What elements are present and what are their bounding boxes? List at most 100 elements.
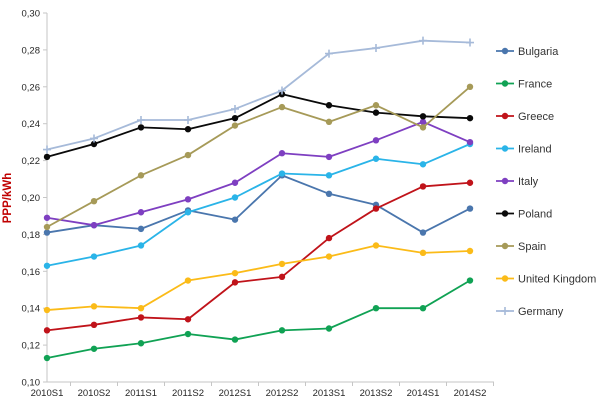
data-point-marker bbox=[278, 327, 286, 334]
x-tick-label: 2012S2 bbox=[266, 388, 299, 399]
data-point-marker bbox=[137, 314, 145, 321]
legend-label: Germany bbox=[518, 306, 564, 318]
y-tick-label: 0,18 bbox=[22, 230, 41, 241]
legend-item-italy: Italy bbox=[496, 176, 539, 188]
data-point-marker bbox=[231, 194, 239, 201]
data-point-marker bbox=[231, 114, 239, 122]
y-axis-ticks: 0,10 0,12 0,14 0,16 0,18 0,20 0,22 0,24 0,26 0,28… bbox=[22, 9, 47, 389]
data-point-marker bbox=[184, 151, 192, 159]
data-point-marker bbox=[137, 116, 145, 125]
data-point-marker bbox=[419, 305, 427, 312]
legend-item-greece: Greece bbox=[496, 111, 554, 123]
data-point-marker bbox=[325, 49, 333, 58]
legend-marker bbox=[501, 47, 509, 55]
data-point-marker bbox=[325, 253, 333, 260]
x-tick-label: 2014S2 bbox=[454, 388, 487, 399]
legend-item-ireland: Ireland bbox=[496, 144, 552, 156]
legend-marker bbox=[501, 80, 509, 87]
legend-item-germany: Germany bbox=[496, 306, 564, 318]
series-germany bbox=[43, 36, 474, 154]
data-point-marker bbox=[466, 247, 474, 255]
y-tick-label: 0,22 bbox=[22, 156, 41, 167]
y-tick-label: 0,26 bbox=[22, 82, 41, 93]
data-point-marker bbox=[137, 242, 145, 249]
legend-item-france: France bbox=[496, 79, 552, 91]
legend-item-spain: Spain bbox=[496, 241, 546, 253]
data-point-marker bbox=[43, 223, 51, 231]
data-point-marker bbox=[325, 190, 333, 198]
data-point-marker bbox=[419, 36, 427, 45]
data-point-marker bbox=[419, 183, 427, 190]
data-point-marker bbox=[184, 196, 192, 203]
data-point-marker bbox=[372, 44, 380, 53]
data-point-marker bbox=[466, 277, 474, 284]
y-tick-label: 0,30 bbox=[22, 9, 41, 20]
series-line-germany bbox=[46, 39, 471, 151]
legend-marker bbox=[501, 307, 509, 315]
legend-marker bbox=[501, 177, 509, 185]
data-point-marker bbox=[325, 172, 333, 179]
data-point-marker bbox=[278, 150, 286, 157]
series-line-italy bbox=[46, 120, 471, 227]
y-tick-label: 0,14 bbox=[22, 304, 41, 315]
x-axis-ticks: 2010S1 2010S2 2011S1 2011S2 2012S1 2012S2 2013… bbox=[31, 382, 494, 399]
data-point-marker bbox=[231, 179, 239, 186]
y-tick-label: 0,10 bbox=[22, 378, 41, 389]
data-point-marker bbox=[43, 262, 51, 269]
data-point-marker bbox=[90, 321, 98, 329]
data-point-marker bbox=[325, 234, 333, 242]
legend-label: Italy bbox=[518, 176, 539, 188]
y-tick-label: 0,16 bbox=[22, 267, 41, 278]
legend-label: Bulgaria bbox=[518, 46, 559, 58]
data-point-marker bbox=[90, 303, 98, 310]
y-axis-title: PPP/kWh bbox=[2, 173, 14, 223]
data-point-marker bbox=[419, 229, 427, 236]
data-point-marker bbox=[466, 38, 474, 47]
data-point-marker bbox=[278, 170, 286, 177]
data-point-marker bbox=[43, 354, 51, 362]
data-point-marker bbox=[325, 102, 333, 109]
data-point-marker bbox=[466, 83, 474, 91]
legend-marker bbox=[501, 145, 509, 152]
legend-label: United Kingdom bbox=[518, 274, 596, 286]
x-tick-label: 2012S1 bbox=[219, 388, 252, 399]
data-point-marker bbox=[231, 269, 239, 277]
legend-item-united-kingdom: United Kingdom bbox=[496, 274, 596, 286]
y-tick-label: 0,20 bbox=[22, 193, 41, 204]
data-point-marker bbox=[231, 216, 239, 223]
series-line-greece bbox=[46, 181, 471, 332]
legend-label: Spain bbox=[518, 241, 546, 253]
data-point-marker bbox=[90, 253, 98, 260]
legend-item-bulgaria: Bulgaria bbox=[496, 46, 559, 58]
data-point-marker bbox=[137, 172, 145, 179]
x-tick-label: 2013S1 bbox=[313, 388, 346, 399]
y-tick-label: 0,28 bbox=[22, 45, 41, 56]
legend-label: Poland bbox=[518, 209, 552, 221]
data-point-marker bbox=[43, 153, 51, 161]
series-line-united-kingdom bbox=[46, 244, 471, 311]
legend-marker bbox=[501, 112, 509, 120]
data-point-marker bbox=[278, 86, 286, 95]
series-greece bbox=[43, 179, 474, 334]
plot-series bbox=[43, 36, 474, 362]
series-united-kingdom bbox=[43, 242, 474, 314]
series-italy bbox=[43, 118, 474, 229]
data-point-marker bbox=[90, 134, 98, 143]
data-point-marker bbox=[43, 145, 51, 154]
data-point-marker bbox=[325, 325, 333, 332]
data-point-marker bbox=[325, 118, 333, 126]
data-point-marker bbox=[43, 306, 51, 314]
y-tick-label: 0,12 bbox=[22, 341, 41, 352]
data-point-marker bbox=[184, 126, 192, 133]
legend-label: France bbox=[518, 79, 552, 91]
data-point-marker bbox=[137, 305, 145, 312]
x-tick-label: 2013S2 bbox=[360, 388, 393, 399]
x-tick-label: 2011S2 bbox=[172, 388, 204, 399]
series-france bbox=[43, 277, 474, 362]
data-point-marker bbox=[419, 124, 427, 131]
data-point-marker bbox=[43, 214, 51, 221]
x-tick-label: 2010S2 bbox=[78, 388, 111, 399]
series-line-spain bbox=[46, 85, 471, 228]
data-point-marker bbox=[43, 229, 51, 236]
